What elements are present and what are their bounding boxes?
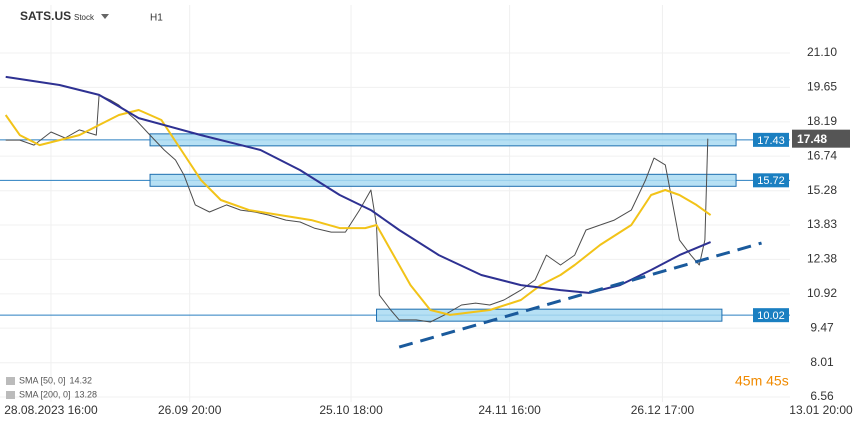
sma-line: [4, 109, 712, 316]
y-tick-label: 15.28: [807, 183, 837, 197]
y-tick-label: 9.47: [810, 320, 834, 334]
level-label: 10.02: [757, 310, 785, 322]
x-tick-label: 24.11 16:00: [478, 403, 541, 417]
level-label-bg: [753, 173, 789, 188]
legend-icon: [6, 391, 15, 399]
y-tick-label: 13.83: [807, 217, 837, 231]
y-tick-label: 18.19: [807, 114, 837, 128]
countdown: 45m 45s: [735, 373, 789, 389]
interval[interactable]: H1: [150, 13, 163, 24]
legend-value: 13.28: [75, 389, 98, 399]
x-tick-label: 25.10 18:00: [319, 403, 383, 417]
level-label: 17.43: [757, 135, 785, 147]
last-price-bg: [792, 129, 850, 148]
instrument-type: Stock: [74, 13, 95, 22]
level-zone: [149, 133, 737, 147]
legend-name: SMA [200, 0]: [19, 389, 71, 399]
legend-icon: [6, 377, 15, 385]
y-tick-label: 10.92: [807, 286, 837, 300]
level-label-bg: [753, 132, 789, 147]
y-tick-label: 6.56: [810, 389, 834, 403]
x-tick-label: 26.09 20:00: [158, 403, 222, 417]
level-zone: [149, 173, 737, 187]
y-tick-label: 12.38: [807, 252, 837, 266]
level-label: 15.72: [757, 175, 785, 187]
symbol[interactable]: SATS.US: [20, 9, 71, 23]
y-tick-label: 8.01: [810, 355, 834, 369]
y-tick-label: 19.65: [807, 80, 837, 94]
dropdown-arrow[interactable]: [101, 14, 109, 19]
legend-value: 14.32: [70, 375, 93, 385]
last-price: 17.48: [797, 132, 827, 146]
x-tick-label: 26.12 17:00: [631, 403, 695, 417]
plot: [0, 75, 790, 349]
legend-name: SMA [50, 0]: [19, 375, 66, 385]
x-tick-label: 28.08.2023 16:00: [4, 403, 98, 417]
level-zone: [376, 308, 723, 322]
x-tick-label: 13.01 20:00: [789, 403, 853, 417]
trendline: [398, 241, 762, 349]
y-tick-label: 16.74: [807, 148, 837, 162]
level-label-bg: [753, 308, 789, 323]
y-tick-label: 21.10: [807, 45, 837, 59]
